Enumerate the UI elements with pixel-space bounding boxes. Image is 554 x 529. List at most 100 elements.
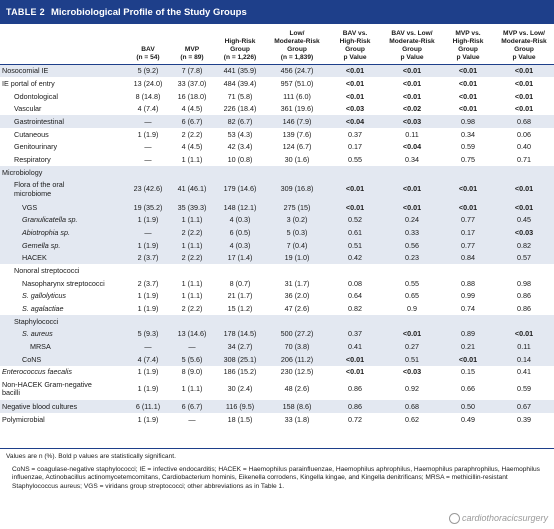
count-cell: 957 (51.0) [280, 79, 314, 89]
p-value-cell: <0.01 [494, 200, 554, 214]
table-row: Flora of the oral microbiome 23 (42.6) 41 … [0, 178, 554, 201]
footnote-abbreviations: CoNS = coagulase-negative staphylococci;… [12, 465, 540, 490]
table-row: Nosocomial IE 5 (9.2) 7 (7.8) 441 (35.9) 456… [0, 64, 554, 78]
count-cell: 53 (4.3) [227, 129, 253, 139]
p-value-cell: 0.86 [328, 400, 382, 413]
count-cell: 36 (2.0) [284, 291, 310, 301]
row-label: VGS [0, 200, 126, 214]
count-cell [214, 166, 266, 179]
p-value-cell [328, 166, 382, 179]
count-cell: — [170, 340, 214, 353]
count-cell: 1 (1.9) [137, 414, 159, 424]
p-value-cell: 0.59 [461, 142, 475, 152]
p-value-cell: 0.15 [461, 367, 475, 377]
count-cell: — [144, 142, 152, 152]
count-cell: 16 (18.0) [177, 91, 207, 101]
count-cell: 19 (1.0) [266, 251, 328, 265]
count-cell: 206 (11.2) [266, 352, 328, 366]
p-value-cell: <0.01 [514, 79, 534, 89]
p-value-cell: 0.17 [442, 226, 494, 239]
p-value-cell: 0.65 [405, 291, 419, 301]
count-cell: 13 (24.0) [133, 79, 163, 89]
p-value-cell: <0.01 [382, 178, 442, 201]
p-value-cell: <0.01 [328, 64, 382, 78]
count-cell: 31 (1.7) [284, 278, 310, 288]
p-value-cell: <0.01 [442, 64, 494, 78]
table-row: Cutaneous 1 (1.9) 2 (2.2) 53 (4.3) 139 (7.6)… [0, 128, 554, 141]
row-label: Polymicrobial [2, 414, 45, 424]
table-row: Vascular 4 (7.4) 4 (4.5) 226 (18.4) 361 (19.… [0, 103, 554, 116]
p-value-cell: 0.49 [461, 414, 475, 424]
count-cell: 1 (1.9) [137, 384, 159, 394]
p-value-cell: 0.45 [494, 213, 554, 227]
count-cell: — [144, 155, 152, 165]
p-value-cell: 0.41 [517, 367, 531, 377]
p-value-cell: 0.21 [442, 340, 494, 353]
count-cell: 1 (1.9) [137, 129, 159, 139]
p-value-cell: <0.01 [458, 104, 478, 114]
p-value-cell: <0.03 [345, 104, 365, 114]
p-value-cell: 0.72 [348, 414, 362, 424]
count-cell: 116 (9.5) [214, 400, 266, 413]
count-cell: 361 (19.6) [280, 104, 314, 114]
count-cell: 2 (2.2) [181, 129, 203, 139]
count-cell: 230 (12.5) [280, 367, 314, 377]
p-value-cell: 0.75 [461, 155, 475, 165]
count-cell: 2 (2.2) [170, 251, 214, 265]
row-label: Staphylococci [0, 314, 126, 328]
p-value-cell: 0.11 [405, 129, 419, 139]
p-value-cell [328, 314, 382, 328]
p-value-cell: 0.62 [405, 414, 419, 424]
row-label: Cutaneous [14, 129, 49, 139]
table-row: Negative blood cultures 6 (11.1) 6 (6.7) 11… [0, 400, 554, 413]
count-cell: 179 (14.6) [214, 178, 266, 201]
count-cell: 309 (16.8) [266, 178, 328, 201]
p-value-cell: 0.71 [517, 155, 531, 165]
count-cell: 7 (7.8) [170, 64, 214, 78]
p-value-cell: 0.68 [382, 400, 442, 413]
p-value-cell: <0.01 [328, 178, 382, 201]
row-label: Enterococcus faecalis [2, 367, 72, 377]
table-row: Abiotrophia sp. —2 (2.2) 6 (0.5) 5 (0.3) 0.6… [0, 226, 554, 239]
p-value-cell: 0.57 [494, 251, 554, 265]
watermark: cardiothoracicsurgery [448, 513, 548, 525]
p-value-cell: 0.41 [328, 340, 382, 353]
table-row: HACEK 2 (3.7) 2 (2.2) 17 (1.4) 19 (1.0) 0.42 0… [0, 251, 554, 265]
table-row: MRSA — —34 (2.7) 70 (3.8) 0.41 0.27 0.21 0.11 [0, 340, 554, 353]
count-cell: 1 (1.1) [170, 213, 214, 227]
column-header: MVP (n = 89) [170, 24, 214, 64]
p-value-cell: 0.66 [461, 384, 475, 394]
count-cell: 8 (9.0) [181, 367, 203, 377]
row-label: Genitourinary [14, 142, 58, 152]
p-value-cell: 0.52 [328, 213, 382, 227]
count-cell: 186 (15.2) [223, 367, 257, 377]
count-cell: 4 (4.5) [181, 104, 203, 114]
count-cell: — [126, 340, 170, 353]
p-value-cell: 0.42 [328, 251, 382, 265]
microbiology-table: BAV (n = 54) MVP (n = 89) High-Risk Group … [0, 24, 554, 426]
p-value-cell: 0.37 [348, 129, 362, 139]
table-row: Enterococcus faecalis 1 (1.9) 8 (9.0) 186 (… [0, 366, 554, 379]
count-cell: 1 (1.9) [137, 291, 159, 301]
p-value-cell [494, 314, 554, 328]
table-row: S. gallolyticus 1 (1.9) 1 (1.1) 21 (1.7) 36 … [0, 290, 554, 303]
p-value-cell: <0.03 [382, 115, 442, 128]
p-value-cell: 0.82 [348, 304, 362, 314]
table-row: S. agalactiae 1 (1.9) 2 (2.2) 15 (1.2) 47 (2… [0, 302, 554, 315]
row-label: Gastrointestinal [0, 115, 126, 128]
count-cell: 4 (4.5) [181, 142, 203, 152]
table-row: Odontological 8 (14.8) 16 (18.0) 71 (5.8) 11… [0, 90, 554, 103]
count-cell: 124 (6.7) [282, 142, 312, 152]
p-value-cell: 0.37 [328, 327, 382, 341]
footnote-values: Values are n (%). Bold p values are stat… [0, 448, 554, 466]
p-value-cell: 0.27 [382, 340, 442, 353]
count-cell: 48 (2.6) [284, 384, 310, 394]
table-row: S. aureus 5 (9.3) 13 (14.6) 178 (14.5) 500 (… [0, 327, 554, 341]
row-label: CoNS [0, 352, 126, 366]
count-cell: 21 (1.7) [227, 291, 253, 301]
count-cell: 4 (7.4) [126, 352, 170, 366]
p-value-cell: <0.01 [328, 200, 382, 214]
p-value-cell: <0.01 [402, 91, 422, 101]
count-cell [214, 264, 266, 277]
p-value-cell: <0.01 [442, 200, 494, 214]
